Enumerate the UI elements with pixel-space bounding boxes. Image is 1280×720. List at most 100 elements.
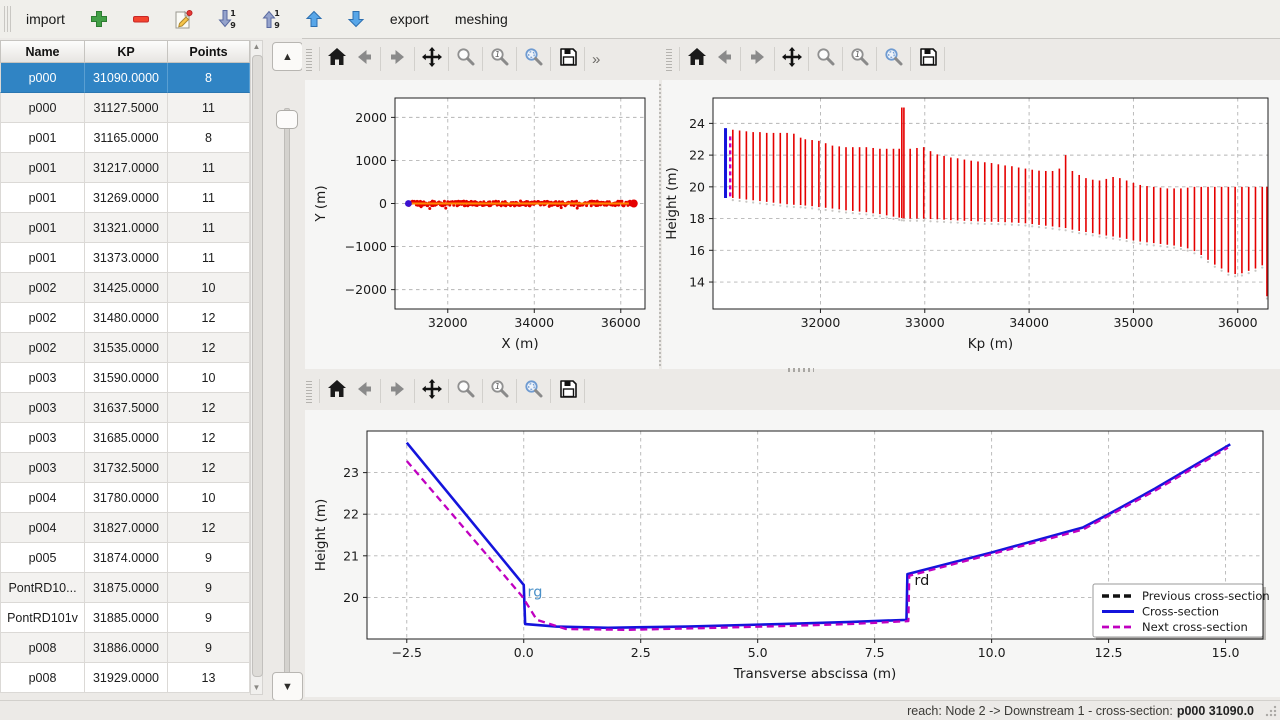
scroll-down-icon[interactable]: ▼ [252, 683, 261, 692]
move-up-button[interactable] [298, 4, 330, 34]
horizontal-splitter-handle[interactable] [788, 368, 814, 372]
scroll-up-icon[interactable]: ▲ [252, 42, 261, 51]
table-row[interactable]: p004 31827.0000 12 [0, 513, 250, 543]
save-button[interactable] [914, 45, 941, 73]
table-row[interactable]: p003 31732.5000 12 [0, 453, 250, 483]
zoom-fit-button[interactable] [880, 45, 907, 73]
toolbar-separator [319, 379, 320, 403]
back-button[interactable] [350, 45, 377, 73]
save-button[interactable] [554, 377, 581, 405]
cell-kp: 31425.0000 [85, 273, 168, 303]
x-tick-label: 10.0 [978, 645, 1006, 660]
table-row[interactable]: p001 31373.0000 11 [0, 243, 250, 273]
toolbar-grip[interactable] [666, 47, 672, 71]
section-slider-handle[interactable] [276, 110, 298, 129]
long-profile-toolbar: 1 [662, 42, 992, 76]
table-scrollbar[interactable]: ▲ ▼ [250, 40, 263, 695]
cross-section-chart[interactable]: rg rd Previous cross-section Cross-sectionN… [305, 410, 1280, 697]
zoom-button[interactable] [452, 377, 479, 405]
table-row[interactable]: p003 31590.0000 10 [0, 363, 250, 393]
meshing-button[interactable]: meshing [454, 11, 508, 27]
home-button[interactable] [323, 377, 350, 405]
zoom-fit-button[interactable] [520, 377, 547, 405]
zoom-select-button[interactable]: 1 [486, 377, 513, 405]
edit-button[interactable] [167, 4, 200, 34]
back-button[interactable] [710, 45, 737, 73]
table-row[interactable]: p002 31425.0000 10 [0, 273, 250, 303]
sort-ascending-button[interactable]: 1 9 [254, 4, 288, 34]
toolbar-separator [679, 47, 680, 71]
table-row[interactable]: p002 31480.0000 12 [0, 303, 250, 333]
home-button[interactable] [683, 45, 710, 73]
table-row[interactable]: p000 31090.0000 8 [0, 63, 250, 93]
toolbar-grip[interactable] [306, 47, 312, 71]
zoom-button[interactable] [812, 45, 839, 73]
table-scrollbar-thumb[interactable] [252, 55, 263, 677]
forward-button[interactable] [744, 45, 771, 73]
cell-kp: 31373.0000 [85, 243, 168, 273]
toolbar-separator [740, 47, 741, 71]
table-row[interactable]: p003 31637.5000 12 [0, 393, 250, 423]
remove-cross-section-button[interactable] [125, 4, 157, 34]
table-row[interactable]: p000 31127.5000 11 [0, 93, 250, 123]
pan-button[interactable] [418, 45, 445, 73]
move-down-button[interactable] [340, 4, 372, 34]
plan-view-figure[interactable]: 32000 34000 36000 2000 1000 0 −1000 −2000 X (m) Y… [305, 80, 659, 369]
table-row[interactable]: PontRD101v 31885.0000 9 [0, 603, 250, 633]
section-down-button[interactable]: ▼ [272, 672, 303, 701]
cell-name: p008 [0, 633, 85, 663]
cross-section-figure[interactable]: rg rd Previous cross-section Cross-section N… [305, 410, 1280, 697]
toolbar-separator [482, 379, 483, 403]
column-header-points[interactable]: Points [168, 40, 250, 63]
table-row[interactable]: p001 31165.0000 8 [0, 123, 250, 153]
section-up-button[interactable]: ▲ [272, 42, 303, 71]
cell-name: PontRD101v [0, 603, 85, 633]
save-button[interactable] [554, 45, 581, 73]
cell-kp: 31321.0000 [85, 213, 168, 243]
resize-grip[interactable] [1265, 705, 1277, 717]
forward-button[interactable] [384, 45, 411, 73]
section-slider-track[interactable] [284, 108, 290, 708]
bar-bottom-dots [731, 199, 1269, 300]
forward-button[interactable] [384, 377, 411, 405]
long-profile-chart[interactable]: 32000 33000 34000 35000 36000 24 22 20 18 16 14 Kp … [662, 80, 1280, 369]
table-row[interactable]: p001 31269.0000 11 [0, 183, 250, 213]
cell-points: 12 [168, 513, 250, 543]
table-row[interactable]: p008 31886.0000 9 [0, 633, 250, 663]
column-header-kp[interactable]: KP [85, 40, 168, 63]
back-button[interactable] [350, 377, 377, 405]
table-row[interactable]: PontRD10... 31875.0000 9 [0, 573, 250, 603]
add-cross-section-button[interactable] [83, 4, 115, 34]
cell-name: p000 [0, 93, 85, 123]
zoom-select-button[interactable]: 1 [486, 45, 513, 73]
table-row[interactable]: p008 31929.0000 13 [0, 663, 250, 693]
home-button[interactable] [323, 45, 350, 73]
zoom-button[interactable] [452, 45, 479, 73]
cell-kp: 31885.0000 [85, 603, 168, 633]
x-tick-label: 35000 [1114, 315, 1154, 330]
toolbar-overflow-chevron[interactable]: » [592, 50, 601, 68]
y-tick-label: 14 [689, 275, 705, 290]
cell-kp: 31874.0000 [85, 543, 168, 573]
export-button[interactable]: export [389, 11, 429, 27]
import-button[interactable]: import [26, 11, 65, 27]
forward-icon [387, 46, 409, 73]
pan-button[interactable] [778, 45, 805, 73]
zoom-fit-button[interactable] [520, 45, 547, 73]
table-row[interactable]: p005 31874.0000 9 [0, 543, 250, 573]
table-row[interactable]: p004 31780.0000 10 [0, 483, 250, 513]
plan-view-chart[interactable]: 32000 34000 36000 2000 1000 0 −1000 −2000 X (m) Y… [305, 80, 659, 369]
toolbar-grip[interactable] [306, 379, 312, 403]
toolbar-grip[interactable] [4, 6, 12, 32]
x-tick-label: 7.5 [865, 645, 885, 660]
sort-descending-button[interactable]: 1 9 [210, 4, 244, 34]
table-row[interactable]: p003 31685.0000 12 [0, 423, 250, 453]
pan-button[interactable] [418, 377, 445, 405]
column-header-name[interactable]: Name [0, 40, 85, 63]
table-row[interactable]: p001 31321.0000 11 [0, 213, 250, 243]
table-row[interactable]: p001 31217.0000 11 [0, 153, 250, 183]
long-profile-figure[interactable]: 32000 33000 34000 35000 36000 24 22 20 18 16 14 Kp … [662, 80, 1280, 369]
zoom-select-button[interactable]: 1 [846, 45, 873, 73]
table-row[interactable]: p002 31535.0000 12 [0, 333, 250, 363]
vertical-splitter[interactable] [659, 84, 663, 366]
